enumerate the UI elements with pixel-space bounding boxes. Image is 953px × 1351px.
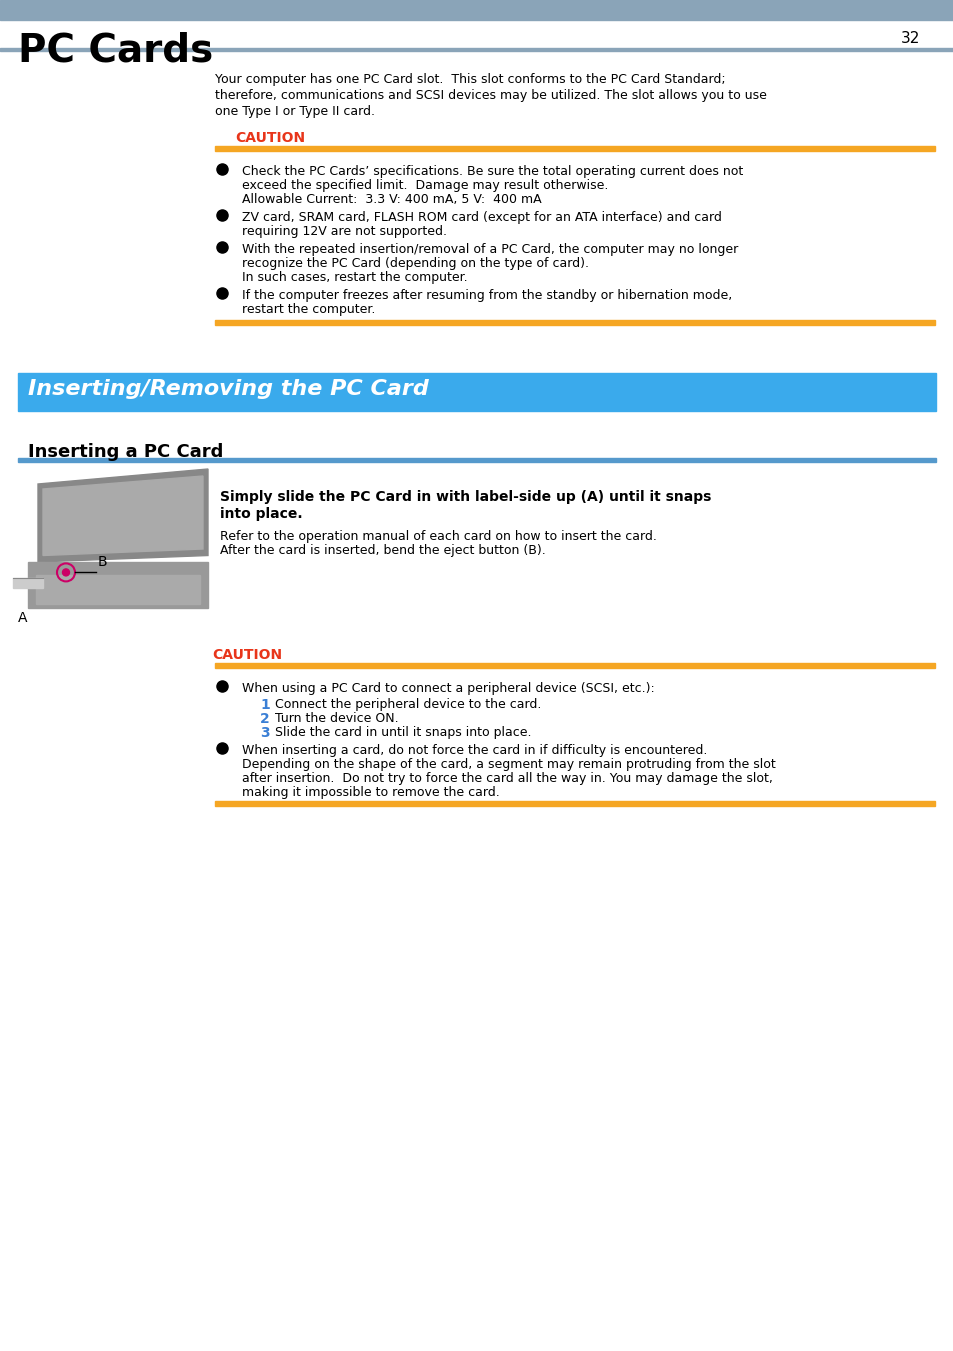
Text: after insertion.  Do not try to force the card all the way in. You may damage th: after insertion. Do not try to force the…	[242, 771, 772, 785]
Bar	[214, 320, 934, 326]
Bar	[214, 801, 934, 807]
Text: Slide the card in until it snaps into place.: Slide the card in until it snaps into pl…	[274, 725, 531, 739]
Text: 3: 3	[260, 725, 270, 740]
Bar	[0, 0, 953, 20]
Text: Inserting a PC Card: Inserting a PC Card	[28, 443, 223, 461]
Polygon shape	[43, 476, 203, 555]
Text: Allowable Current:  3.3 V: 400 mA, 5 V:  400 mA: Allowable Current: 3.3 V: 400 mA, 5 V: 4…	[242, 193, 541, 205]
Text: 32: 32	[900, 31, 919, 46]
Text: In such cases, restart the computer.: In such cases, restart the computer.	[242, 272, 467, 284]
Polygon shape	[38, 469, 208, 562]
Text: Connect the peripheral device to the card.: Connect the peripheral device to the car…	[274, 698, 540, 711]
Text: A: A	[18, 612, 28, 626]
Text: restart the computer.: restart the computer.	[242, 303, 375, 316]
Bar	[214, 146, 934, 151]
Bar	[13, 577, 43, 588]
Bar	[28, 562, 208, 608]
Bar	[214, 663, 934, 667]
Text: When using a PC Card to connect a peripheral device (SCSI, etc.):: When using a PC Card to connect a periph…	[242, 682, 654, 694]
Text: Simply slide the PC Card in with label-side up (A) until it snaps: Simply slide the PC Card in with label-s…	[220, 490, 711, 504]
Bar	[18, 458, 935, 462]
Text: Turn the device ON.: Turn the device ON.	[274, 712, 398, 725]
Text: ZV card, SRAM card, FLASH ROM card (except for an ATA interface) and card: ZV card, SRAM card, FLASH ROM card (exce…	[242, 211, 721, 224]
Text: exceed the specified limit.  Damage may result otherwise.: exceed the specified limit. Damage may r…	[242, 178, 608, 192]
Bar	[36, 576, 200, 604]
Text: requiring 12V are not supported.: requiring 12V are not supported.	[242, 226, 447, 238]
Text: Inserting/Removing the PC Card: Inserting/Removing the PC Card	[28, 380, 428, 399]
Text: recognize the PC Card (depending on the type of card).: recognize the PC Card (depending on the …	[242, 257, 588, 270]
Text: PC Cards: PC Cards	[18, 31, 213, 69]
Text: Check the PC Cards’ specifications. Be sure the total operating current does not: Check the PC Cards’ specifications. Be s…	[242, 165, 742, 178]
Text: CAUTION: CAUTION	[234, 131, 305, 145]
Text: 1: 1	[260, 698, 270, 712]
Text: Refer to the operation manual of each card on how to insert the card.: Refer to the operation manual of each ca…	[220, 530, 657, 543]
Text: When inserting a card, do not force the card in if difficulty is encountered.: When inserting a card, do not force the …	[242, 744, 706, 757]
Text: one Type I or Type II card.: one Type I or Type II card.	[214, 105, 375, 118]
Bar	[0, 49, 953, 51]
Bar	[18, 373, 935, 411]
Text: 2: 2	[260, 712, 270, 725]
Text: Your computer has one PC Card slot.  This slot conforms to the PC Card Standard;: Your computer has one PC Card slot. This…	[214, 73, 725, 86]
Circle shape	[63, 569, 70, 576]
Text: into place.: into place.	[220, 507, 302, 521]
Text: CAUTION: CAUTION	[212, 648, 282, 662]
Text: Depending on the shape of the card, a segment may remain protruding from the slo: Depending on the shape of the card, a se…	[242, 758, 775, 771]
Text: making it impossible to remove the card.: making it impossible to remove the card.	[242, 786, 499, 798]
Text: B: B	[98, 555, 108, 569]
Text: After the card is inserted, bend the eject button (B).: After the card is inserted, bend the eje…	[220, 544, 545, 557]
Text: therefore, communications and SCSI devices may be utilized. The slot allows you : therefore, communications and SCSI devic…	[214, 89, 766, 101]
Text: With the repeated insertion/removal of a PC Card, the computer may no longer: With the repeated insertion/removal of a…	[242, 243, 738, 255]
Text: If the computer freezes after resuming from the standby or hibernation mode,: If the computer freezes after resuming f…	[242, 289, 732, 303]
